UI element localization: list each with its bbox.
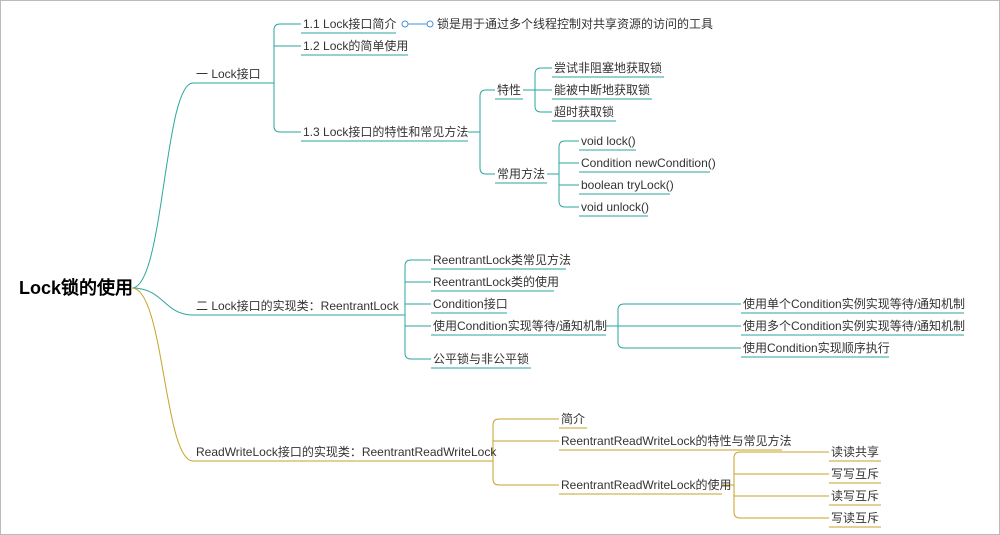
mindmap-node: 写读互斥 [831, 509, 879, 527]
mindmap-node: void lock() [581, 132, 636, 150]
mindmap-node: 使用多个Condition实例实现等待/通知机制 [743, 317, 965, 335]
mindmap-node: 常用方法 [497, 165, 545, 183]
mindmap-node: 1.3 Lock接口的特性和常见方法 [303, 123, 468, 141]
mindmap-node: 一 Lock接口 [196, 65, 261, 83]
mindmap-node: ReentrantReadWriteLock的使用 [561, 476, 732, 494]
mindmap-node: ReadWriteLock接口的实现类：ReentrantReadWriteLo… [196, 443, 496, 461]
mindmap-node: 使用Condition实现等待/通知机制 [433, 317, 607, 335]
mindmap-node: 锁是用于通过多个线程控制对共享资源的访问的工具 [437, 15, 713, 33]
mindmap-node: 尝试非阻塞地获取锁 [554, 59, 662, 77]
mindmap-node: 读读共享 [831, 443, 879, 461]
mindmap-node: 能被中断地获取锁 [554, 81, 650, 99]
mindmap-node: ReentrantReadWriteLock的特性与常见方法 [561, 432, 792, 450]
mindmap-node: 1.2 Lock的简单使用 [303, 37, 408, 55]
mindmap-node: ReentrantLock类常见方法 [433, 251, 571, 269]
mindmap-node: void unlock() [581, 198, 649, 216]
mindmap-node: 超时获取锁 [554, 103, 614, 121]
mindmap-node: 1.1 Lock接口简介 [303, 15, 396, 33]
mindmap-node: 使用单个Condition实例实现等待/通知机制 [743, 295, 965, 313]
mindmap-node: ReentrantLock类的使用 [433, 273, 559, 291]
mindmap-node: 写写互斥 [831, 465, 879, 483]
mindmap-node: 使用Condition实现顺序执行 [743, 339, 890, 357]
mindmap-node: 二 Lock接口的实现类：ReentrantLock [196, 297, 399, 315]
mindmap-canvas: Lock锁的使用 一 Lock接口 1.1 Lock接口简介 锁是用于通过多个线程控制… [0, 0, 1000, 535]
root-node: Lock锁的使用 [19, 279, 133, 297]
mindmap-node: 公平锁与非公平锁 [433, 350, 529, 368]
mindmap-node: 特性 [497, 81, 521, 99]
mindmap-node: Condition接口 [433, 295, 508, 313]
mindmap-node: Condition newCondition() [581, 154, 716, 172]
mindmap-node: boolean tryLock() [581, 176, 674, 194]
mindmap-node: 简介 [561, 410, 585, 428]
mindmap-node: 读写互斥 [831, 487, 879, 505]
